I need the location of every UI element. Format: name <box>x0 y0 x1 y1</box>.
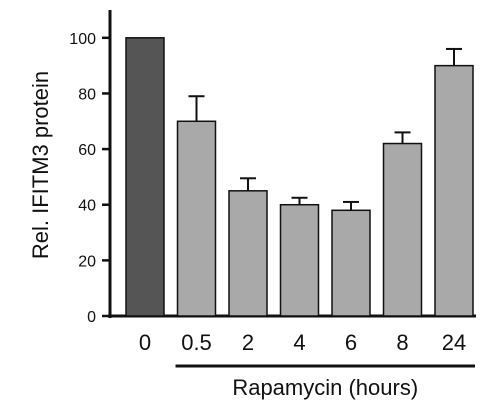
group-label: Rapamycin (hours) <box>232 375 418 400</box>
y-axis-title-group: Rel. IFITM3 protein <box>28 71 53 259</box>
category-labels: 0 0.5 2 4 6 8 24 <box>139 330 466 355</box>
category-label: 6 <box>345 330 357 355</box>
category-label: 0 <box>139 330 151 355</box>
category-label: 0.5 <box>181 330 212 355</box>
bar-0 <box>125 37 165 317</box>
category-label: 24 <box>442 330 466 355</box>
bar-0.5 <box>176 120 217 317</box>
y-tick-label: 20 <box>78 253 96 270</box>
y-tick-label: 60 <box>78 142 96 159</box>
y-tick-label: 100 <box>69 31 96 48</box>
y-tick-label: 0 <box>87 309 96 326</box>
category-label: 2 <box>242 330 254 355</box>
y-axis-title: Rel. IFITM3 protein <box>28 71 53 259</box>
y-ticks: 0 20 40 60 80 100 <box>69 31 110 326</box>
category-label: 8 <box>396 330 408 355</box>
bar-4 <box>279 203 320 317</box>
bar-6 <box>331 209 371 317</box>
bars <box>125 37 474 317</box>
error-bars <box>188 47 462 211</box>
y-tick-label: 80 <box>78 86 96 103</box>
bar-8 <box>382 142 423 317</box>
category-label: 4 <box>293 330 305 355</box>
bar-2 <box>228 190 268 317</box>
y-tick-label: 40 <box>78 198 96 215</box>
bar-24 <box>434 64 474 317</box>
